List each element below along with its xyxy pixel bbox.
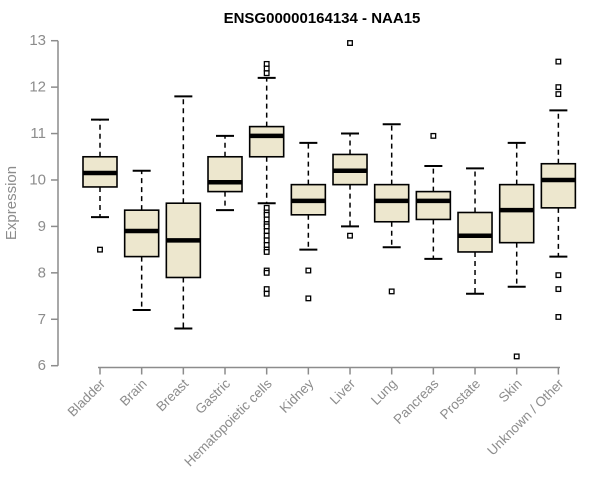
box-group-prostate [457, 167, 493, 295]
box-group-skin [498, 141, 535, 360]
x-tick-label: Pancreas [391, 376, 442, 427]
x-tick-label: Lung [368, 376, 400, 408]
outlier-point [555, 313, 562, 320]
outlier-point [263, 286, 270, 293]
box [457, 211, 493, 253]
outlier-point [555, 91, 562, 98]
y-tick-label: 13 [29, 32, 46, 49]
box [123, 209, 160, 258]
box-group-hematopoietic-cells [248, 60, 285, 297]
x-tick-label: Liver [327, 376, 359, 408]
box-group-breast [165, 95, 202, 330]
outlier-point [347, 40, 353, 46]
y-axis-label: Expression [3, 166, 20, 240]
box [373, 183, 410, 223]
x-tick-label: Breast [153, 376, 191, 414]
outlier-point [555, 286, 562, 293]
outlier-point [263, 248, 270, 255]
box-marks [82, 40, 577, 360]
box-group-kidney [290, 141, 327, 302]
outlier-point [97, 246, 103, 253]
outlier-point [347, 232, 353, 239]
outlier-point [263, 242, 270, 248]
y-tick-label: 6 [38, 357, 46, 374]
box-group-gastric [207, 134, 243, 212]
box [248, 125, 285, 158]
box-group-liver [332, 40, 368, 239]
outlier-point [263, 204, 270, 211]
outlier-point [263, 216, 270, 223]
y-tick-label: 11 [30, 125, 46, 142]
x-tick-label: Prostate [437, 376, 483, 422]
y-tick-label: 10 [29, 171, 46, 188]
outlier-point [305, 295, 312, 302]
y-tick-label: 9 [38, 218, 46, 235]
outlier-point [263, 269, 270, 276]
box [540, 162, 577, 209]
x-tick-label: Skin [496, 376, 525, 405]
outlier-point [305, 267, 312, 274]
y-tick-label: 8 [38, 264, 46, 281]
box [207, 155, 243, 193]
outlier-point [263, 211, 270, 218]
x-tick-label: Kidney [277, 376, 317, 416]
outlier-point [263, 70, 270, 77]
box [498, 183, 535, 244]
x-tick-label: Gastric [192, 376, 233, 417]
outlier-point [263, 290, 270, 297]
outlier-point [513, 353, 520, 360]
y-tick-label: 7 [38, 311, 46, 328]
outlier-point [263, 223, 270, 230]
outlier-point [555, 84, 562, 91]
x-tick-label: Brain [117, 376, 150, 409]
box-group-brain [123, 169, 160, 311]
outlier-point [555, 272, 562, 279]
box-group-bladder [82, 118, 118, 253]
box-group-unknown-other [540, 58, 577, 320]
outlier-point [263, 232, 270, 239]
box [415, 190, 452, 221]
outlier-point [263, 65, 270, 72]
chart-title: ENSG00000164134 - NAA15 [224, 10, 421, 27]
outlier-point [555, 58, 562, 65]
x-tick-label: Bladder [65, 376, 109, 420]
outlier-point [263, 228, 270, 235]
outlier-point [263, 237, 270, 244]
box-group-pancreas [415, 132, 452, 260]
outlier-point [263, 60, 270, 67]
box-group-lung [373, 123, 410, 295]
outlier-point [388, 288, 395, 295]
outlier-point [430, 132, 437, 139]
x-tick-label: Unknown / Other [484, 376, 567, 459]
y-tick-label: 12 [29, 79, 46, 96]
